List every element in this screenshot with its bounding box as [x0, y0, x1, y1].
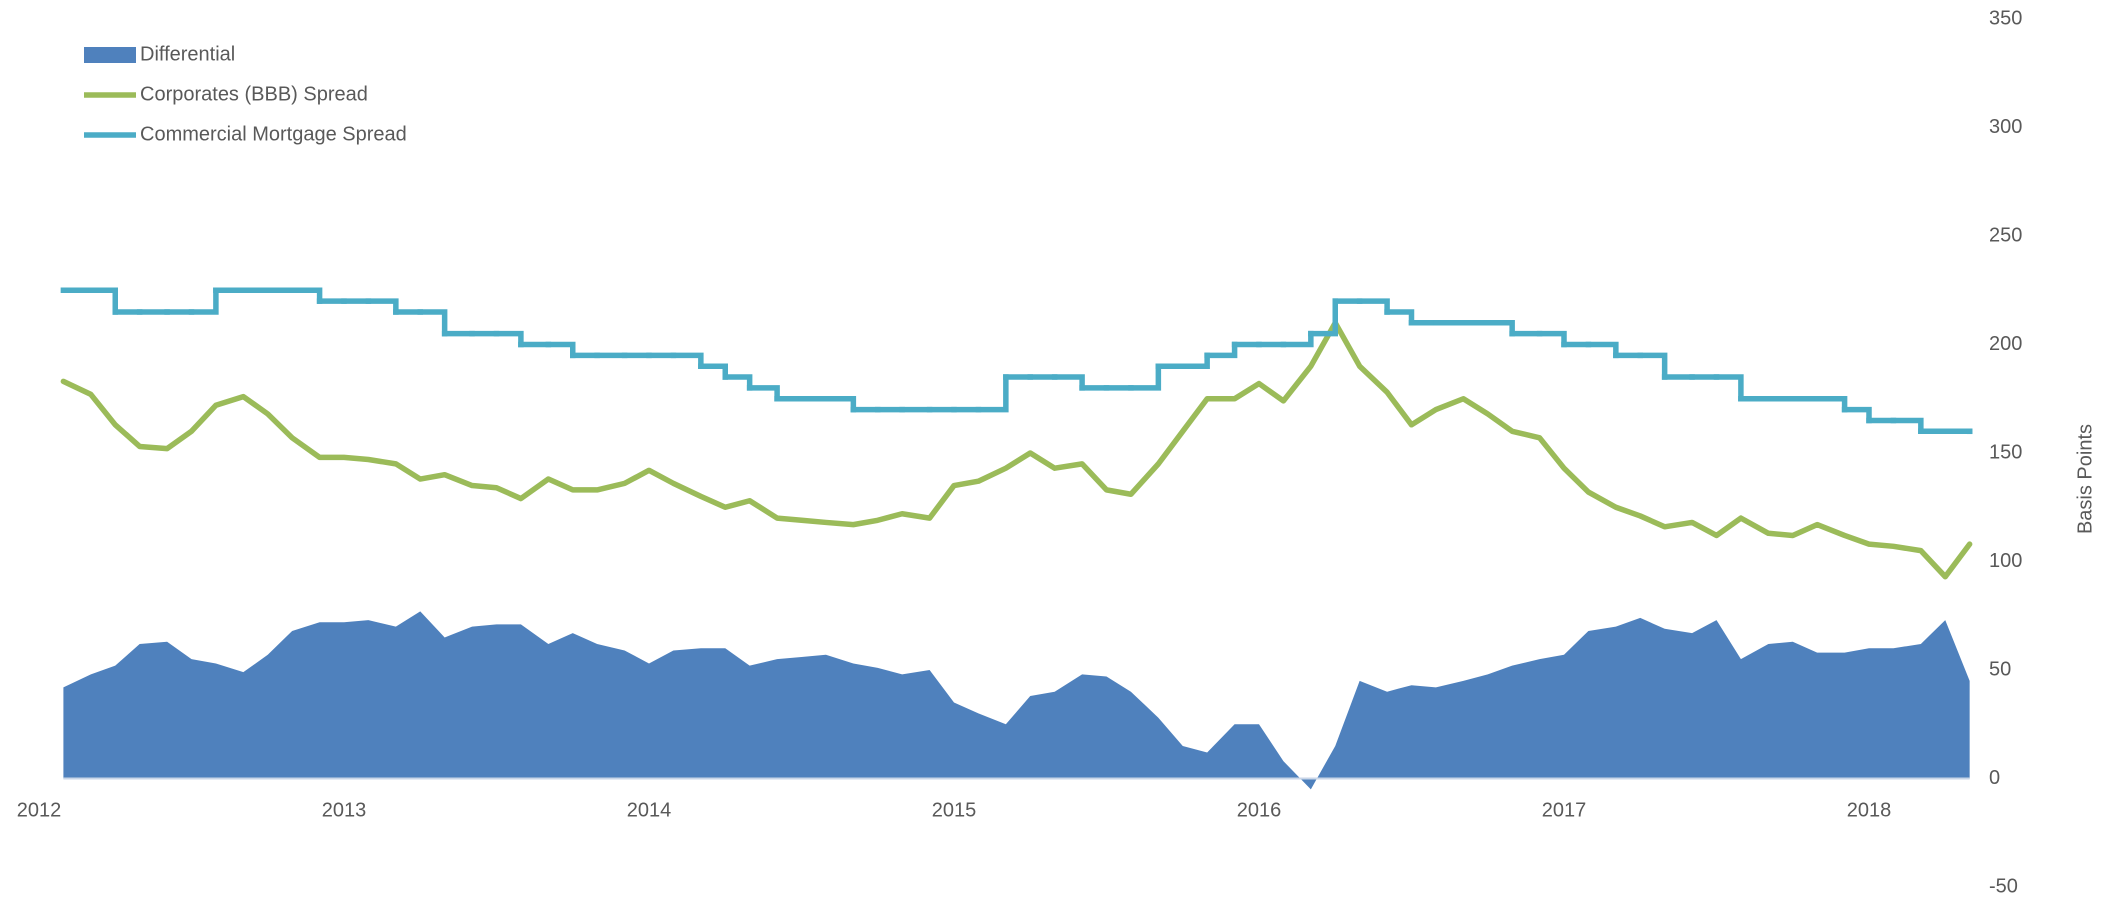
- step-segment: [188, 287, 219, 315]
- step-segment: [1051, 374, 1085, 391]
- step-segment: [1308, 298, 1338, 337]
- x-tick-label: 2016: [1237, 799, 1282, 821]
- x-tick-label: 2012: [17, 799, 62, 821]
- step-segment: [1204, 341, 1238, 359]
- legend-label: Corporates (BBB) Spread: [140, 83, 368, 105]
- y-axis-label: Basis Points: [2074, 424, 2096, 534]
- step-segment: [1128, 363, 1162, 391]
- legend-label: Commercial Mortgage Spread: [140, 123, 407, 145]
- step-segment: [1536, 330, 1567, 348]
- x-tick-label: 2017: [1542, 799, 1587, 821]
- y-tick-label: 50: [1989, 658, 2011, 680]
- step-segment: [493, 330, 524, 348]
- step-segment: [1384, 309, 1415, 326]
- step-segment: [1356, 298, 1390, 315]
- step-segment: [823, 396, 857, 413]
- x-tick-label: 2018: [1847, 799, 1892, 821]
- step-segment: [670, 352, 704, 369]
- y-tick-label: 300: [1989, 116, 2022, 138]
- step-segment: [722, 374, 753, 391]
- y-tick-label: 250: [1989, 224, 2022, 246]
- step-segment: [1637, 352, 1668, 380]
- y-tick-label: 150: [1989, 441, 2022, 463]
- step-segment: [1180, 352, 1210, 369]
- x-tick-label: 2013: [322, 799, 367, 821]
- step-segment: [1280, 330, 1314, 348]
- legend-label: Differential: [140, 43, 235, 65]
- step-segment: [746, 385, 780, 402]
- step-segment: [975, 374, 1009, 413]
- legend-swatch: [84, 47, 136, 63]
- line: [60, 320, 1973, 580]
- step-segment: [1890, 417, 1924, 435]
- step-segment: [1713, 374, 1744, 402]
- step-segment: [1585, 341, 1619, 359]
- step-segment: [365, 298, 399, 315]
- step-segment: [417, 309, 448, 337]
- step-segment: [1485, 320, 1515, 337]
- y-tick-label: 200: [1989, 333, 2022, 355]
- y-tick-label: 0: [1989, 767, 2000, 789]
- step-segment: [545, 341, 576, 359]
- step-segment: [1814, 396, 1848, 413]
- step-segment: [289, 287, 323, 304]
- x-tick-label: 2015: [932, 799, 977, 821]
- step-segment: [88, 287, 118, 315]
- x-tick-label: 2014: [627, 799, 672, 821]
- y-tick-label: 350: [1989, 7, 2022, 29]
- y-tick-label: 100: [1989, 550, 2022, 572]
- y-tick-label: -50: [1989, 875, 2018, 897]
- step-segment: [698, 363, 728, 380]
- step-segment: [1841, 406, 1872, 424]
- area: [63, 611, 1970, 790]
